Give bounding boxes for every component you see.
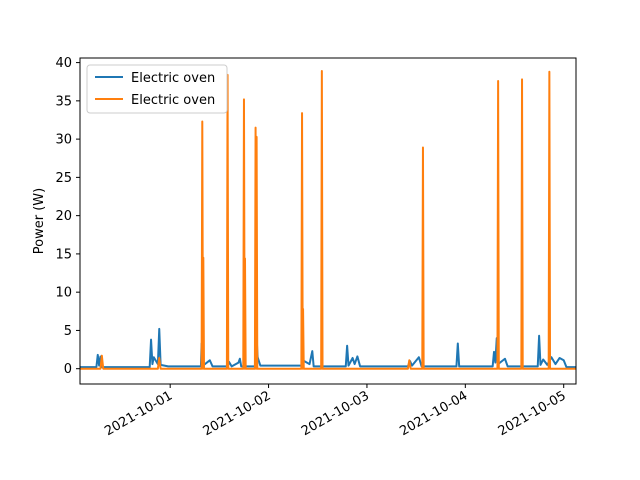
plot-frame xyxy=(79,57,577,385)
x-tick-label: 2021-10-01 xyxy=(102,388,175,439)
y-axis-title: Power (W) xyxy=(32,188,47,254)
x-tick-label: 2021-10-03 xyxy=(299,388,372,439)
series-line-electric-oven-orange xyxy=(80,70,576,370)
y-tick-label: 10 xyxy=(55,286,72,301)
y-tick-label: 0 xyxy=(64,362,72,377)
y-tick-label: 5 xyxy=(64,324,72,339)
series-line-electric-oven-blue xyxy=(80,327,576,369)
y-tick-label: 30 xyxy=(55,133,72,148)
series-layer xyxy=(80,70,576,370)
x-tick-label: 2021-10-04 xyxy=(397,388,470,439)
y-tick-label: 20 xyxy=(55,209,72,224)
y-tick-label: 25 xyxy=(55,171,72,186)
x-tick-label: 2021-10-02 xyxy=(201,388,274,439)
y-tick-label: 40 xyxy=(55,56,72,71)
legend: Electric oven Electric oven xyxy=(86,64,228,114)
x-tick-label: 2021-10-05 xyxy=(496,388,569,439)
legend-label-electric-oven-blue: Electric oven xyxy=(131,71,215,86)
y-tick-label: 15 xyxy=(55,247,72,262)
y-tick-label: 35 xyxy=(55,94,72,109)
legend-label-electric-oven-orange: Electric oven xyxy=(131,93,215,108)
